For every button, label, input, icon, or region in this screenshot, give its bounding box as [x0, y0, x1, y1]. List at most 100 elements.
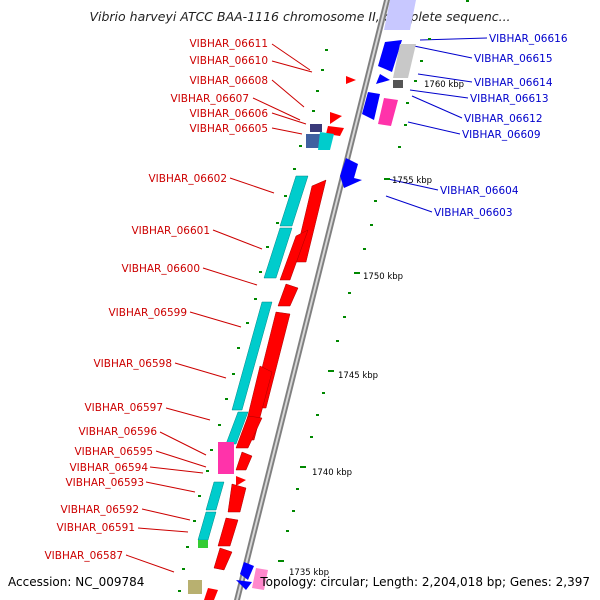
gene-label: VIBHAR_06616: [489, 33, 568, 45]
gene-label: VIBHAR_06603: [434, 207, 513, 219]
connector-line: [271, 43, 311, 71]
orf-track: [188, 175, 309, 594]
connector-line: [409, 89, 469, 99]
connector-line: [149, 466, 204, 474]
gene-VIBHAR_06593-cds: [217, 517, 239, 547]
connector-line: [252, 97, 301, 121]
gene-VIBHAR_06605: [318, 132, 334, 150]
gene-green: [198, 540, 208, 548]
right-gene-labels: VIBHAR_06616 VIBHAR_06615 VIBHAR_06614 V…: [434, 33, 568, 219]
kbp-mark-label: 1735 kbp: [289, 568, 329, 578]
gene-VIBHAR_06610: [330, 112, 342, 124]
gene-VIBHAR_06613: [393, 80, 403, 88]
gene-block-grey: [393, 44, 416, 78]
gene-VIBHAR_06592-cds: [213, 547, 233, 571]
gene-VIBHAR_06614: [376, 74, 390, 84]
gene-VIBHAR_06615: [378, 40, 402, 72]
orf-block: [279, 175, 309, 227]
connector-line: [385, 195, 433, 213]
gene-VIBHAR_06606: [306, 134, 320, 148]
gene-label: VIBHAR_06606: [189, 108, 268, 120]
gene-label: VIBHAR_06600: [121, 263, 200, 275]
gene-VIBHAR_06611: [346, 76, 356, 84]
connector-line: [212, 229, 263, 250]
gene-label: VIBHAR_06611: [189, 38, 268, 50]
gene-olive: [188, 580, 202, 594]
connector-line: [125, 554, 175, 573]
outer-tick-track: [278, 38, 431, 562]
connector-line: [387, 178, 439, 191]
gene-label: VIBHAR_06604: [440, 185, 519, 197]
connector-line: [165, 407, 211, 421]
connector-line: [407, 121, 461, 135]
connector-line: [413, 45, 473, 59]
gene-label: VIBHAR_06593: [65, 477, 144, 489]
connector-line: [145, 481, 196, 493]
kbp-mark-label: 1740 kbp: [312, 468, 352, 478]
connector-line: [137, 527, 189, 533]
reverse-strand-features: [236, 0, 416, 590]
gene-label: VIBHAR_06598: [93, 358, 172, 370]
gene-label: VIBHAR_06601: [131, 225, 210, 237]
gene-VIBHAR_06597-cds: [235, 415, 263, 449]
left-gene-labels: VIBHAR_06611 VIBHAR_06610 VIBHAR_06608 V…: [44, 38, 268, 562]
gene-VIBHAR_06595-cds: [236, 476, 246, 486]
connector-line: [159, 431, 207, 456]
gene-label: VIBHAR_06607: [170, 93, 249, 105]
gene-VIBHAR_06586: [240, 562, 254, 580]
gene-VIBHAR_06601-cds: [279, 229, 309, 281]
forward-strand-small-features: [306, 76, 356, 150]
gene-label: VIBHAR_06614: [474, 77, 553, 89]
gene-VIBHAR_06616: [384, 0, 416, 30]
gene-label: VIBHAR_06609: [462, 129, 541, 141]
connector-line: [271, 60, 313, 73]
orf-block: [263, 227, 293, 279]
gene-label: VIBHAR_06612: [464, 113, 543, 125]
gene-label: VIBHAR_06596: [78, 426, 157, 438]
gene-label: VIBHAR_06613: [470, 93, 549, 105]
inner-tick-track: [178, 49, 328, 592]
orf-block: [197, 511, 217, 541]
gene-VIBHAR_06596-cds: [235, 451, 253, 471]
connector-line: [229, 177, 275, 194]
left-label-connectors: [125, 43, 313, 573]
connector-line: [141, 508, 191, 521]
gene-VIBHAR_06612: [362, 92, 380, 120]
kbp-mark-label: 1760 kbp: [424, 80, 464, 90]
kbp-mark-label: 1745 kbp: [338, 371, 378, 381]
tiny-top-dots: [466, 0, 469, 2]
gene-VIBHAR_06596: [218, 442, 234, 474]
topology-text: Topology: circular; Length: 2,204,018 bp…: [260, 575, 590, 589]
gene-label: VIBHAR_06599: [108, 307, 187, 319]
accession-text: Accession: NC_009784: [8, 575, 145, 589]
gene-label: VIBHAR_06605: [189, 123, 268, 135]
orf-block: [225, 411, 249, 445]
gene-label: VIBHAR_06591: [56, 522, 135, 534]
connector-line: [419, 37, 488, 41]
gene-label: VIBHAR_06587: [44, 550, 123, 562]
connector-line: [155, 450, 207, 468]
gene-reverse-small: [236, 580, 252, 590]
connector-line: [417, 73, 473, 83]
connector-line: [174, 362, 227, 379]
connector-line: [271, 79, 305, 108]
gene-VIBHAR_06607: [310, 124, 322, 132]
gene-label: VIBHAR_06610: [189, 55, 268, 67]
gene-label: VIBHAR_06592: [60, 504, 139, 516]
orf-block: [205, 481, 225, 511]
gene-VIBHAR_06587-cds: [204, 588, 218, 600]
gene-VIBHAR_06609: [378, 98, 398, 126]
gene-label: VIBHAR_06602: [148, 173, 227, 185]
connector-line: [271, 112, 307, 125]
gene-VIBHAR_06594-cds: [227, 483, 247, 513]
connector-line: [411, 95, 463, 119]
gene-label: VIBHAR_06608: [189, 75, 268, 87]
right-label-connectors: [385, 37, 488, 213]
gene-label: VIBHAR_06594: [69, 462, 148, 474]
orf-block: [231, 301, 273, 411]
gene-VIBHAR_06604: [340, 158, 362, 188]
forward-strand-genes: [204, 179, 327, 600]
gene-pink: [252, 568, 268, 590]
